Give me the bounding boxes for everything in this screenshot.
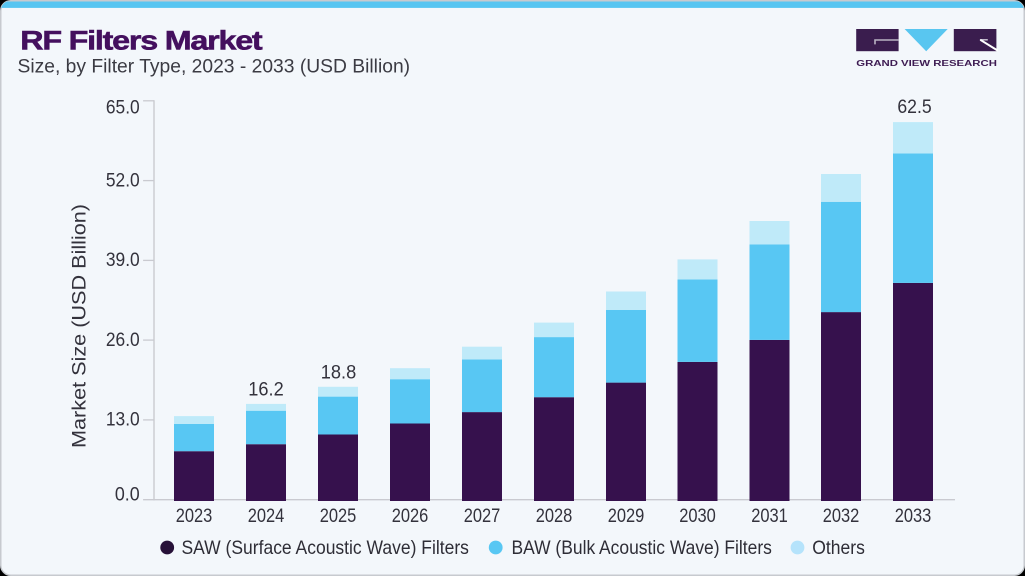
svg-text:2033: 2033 [895, 506, 932, 527]
svg-text:39.0: 39.0 [106, 250, 140, 271]
svg-text:65.0: 65.0 [106, 97, 140, 118]
svg-text:26.0: 26.0 [106, 330, 140, 351]
svg-text:2025: 2025 [320, 506, 357, 527]
svg-text:SAW (Surface Acoustic Wave) Fi: SAW (Surface Acoustic Wave) Filters [182, 537, 470, 559]
svg-text:52.0: 52.0 [106, 171, 140, 192]
svg-text:2024: 2024 [248, 506, 285, 527]
svg-text:Size, by Filter Type, 2023 - 2: Size, by Filter Type, 2023 - 2033 (USD B… [18, 56, 411, 78]
svg-text:2023: 2023 [176, 506, 213, 527]
svg-text:2031: 2031 [751, 506, 788, 527]
svg-text:2032: 2032 [823, 506, 860, 527]
svg-text:2026: 2026 [392, 506, 429, 527]
svg-text:0.0: 0.0 [115, 485, 140, 506]
svg-text:2028: 2028 [536, 506, 573, 527]
svg-text:Market Size (USD Billion): Market Size (USD Billion) [70, 204, 91, 448]
svg-text:2029: 2029 [608, 506, 645, 527]
svg-text:13.0: 13.0 [106, 409, 140, 430]
svg-text:GRAND VIEW RESEARCH: GRAND VIEW RESEARCH [856, 59, 997, 68]
svg-text:16.2: 16.2 [248, 379, 283, 400]
svg-text:RF Filters Market: RF Filters Market [20, 26, 263, 56]
svg-text:62.5: 62.5 [897, 97, 931, 118]
svg-text:BAW (Bulk Acoustic Wave) Filte: BAW (Bulk Acoustic Wave) Filters [512, 537, 773, 559]
svg-text:2027: 2027 [464, 506, 501, 527]
svg-text:Others: Others [812, 537, 865, 559]
svg-text:2030: 2030 [679, 506, 716, 527]
svg-text:18.8: 18.8 [321, 362, 356, 383]
